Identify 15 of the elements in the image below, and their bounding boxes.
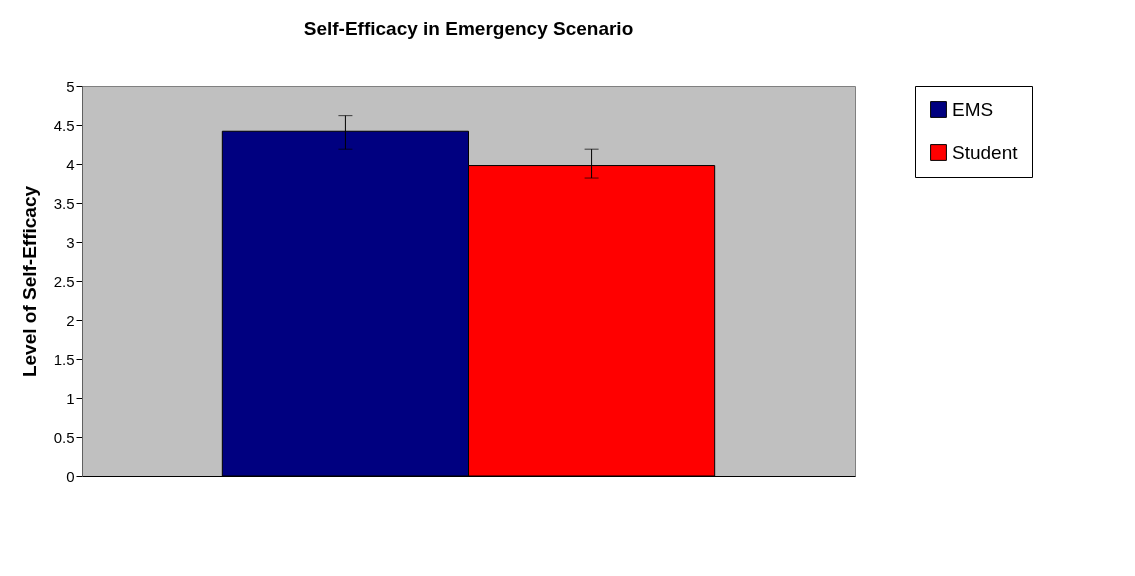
y-tick-label: 1.5 xyxy=(53,350,75,368)
y-tick-label: 3 xyxy=(66,233,75,251)
y-tick-label: 4 xyxy=(66,155,75,173)
y-tick-label: 1 xyxy=(66,389,75,407)
y-tick-label: 2 xyxy=(66,311,75,329)
y-tick-label: 2.5 xyxy=(53,272,75,290)
legend-label: Student xyxy=(952,141,1019,163)
legend-label: EMS xyxy=(952,98,994,120)
y-tick-label: 0 xyxy=(66,467,75,485)
y-tick-label: 0.5 xyxy=(53,428,75,446)
y-tick-label: 4.5 xyxy=(53,116,75,134)
y-tick-label: 3.5 xyxy=(53,194,75,212)
chart-title: Self-Efficacy in Emergency Scenario xyxy=(303,18,634,39)
y-tick-label: 5 xyxy=(66,77,75,95)
y-axis-title: Level of Self-Efficacy xyxy=(18,185,40,378)
